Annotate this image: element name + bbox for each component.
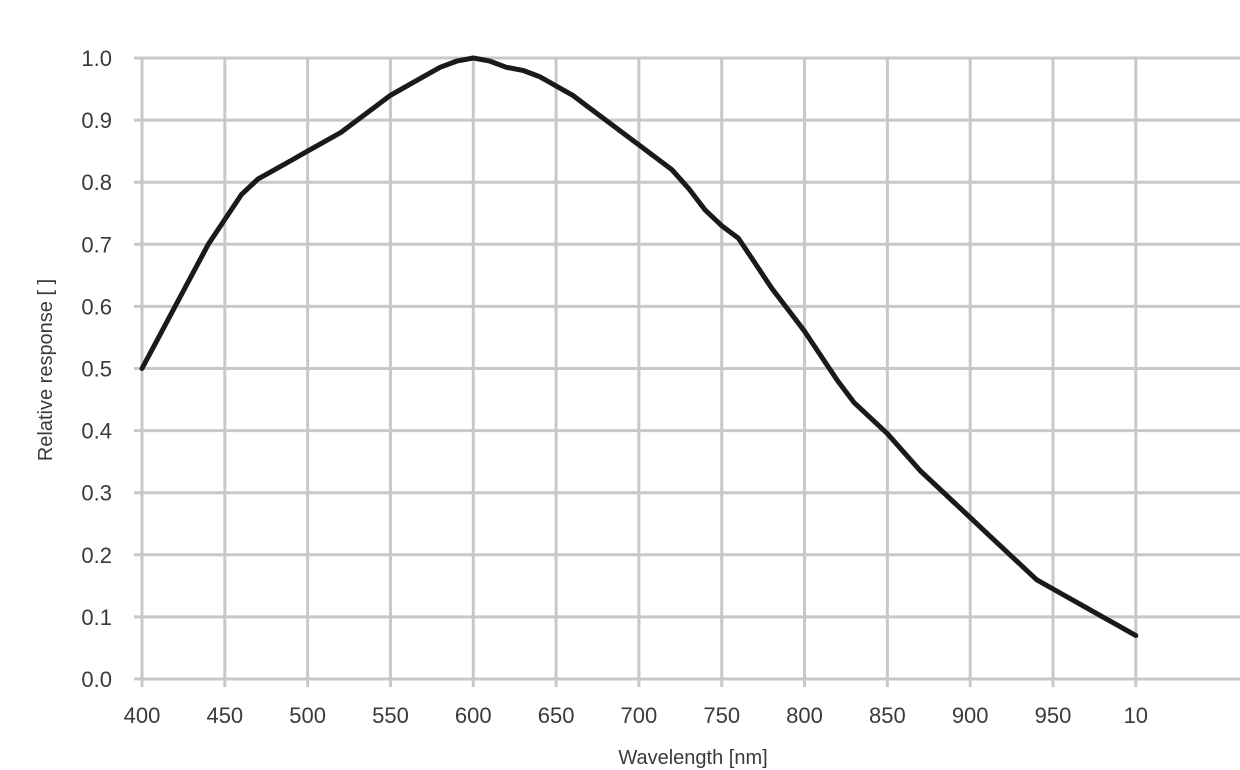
y-tick-label: 0.3 xyxy=(81,481,112,506)
y-tick-label: 0.9 xyxy=(81,108,112,133)
x-tick-label: 450 xyxy=(206,703,243,728)
x-tick-label: 800 xyxy=(786,703,823,728)
x-tick-label: 500 xyxy=(289,703,326,728)
series-group xyxy=(139,55,1139,638)
x-tick-label: 850 xyxy=(869,703,906,728)
y-axis-label: Relative response [ ] xyxy=(35,279,57,461)
y-tick-label: 0.7 xyxy=(81,232,112,257)
y-tick-label: 0.0 xyxy=(81,667,112,692)
y-tick-label: 0.8 xyxy=(81,170,112,195)
y-tick-label: 0.5 xyxy=(81,357,112,382)
x-tick-label: 700 xyxy=(621,703,658,728)
y-tick-label: 0.2 xyxy=(81,543,112,568)
x-tick-label: 650 xyxy=(538,703,575,728)
x-tick-labels: 400 450 500 550 600 650 700 750 800 850 900 950 10 xyxy=(124,703,1148,728)
y-tick-label: 0.1 xyxy=(81,605,112,630)
x-tick-label: 900 xyxy=(952,703,989,728)
x-tick-label: 10 xyxy=(1124,703,1148,728)
horizontal-gridlines xyxy=(134,56,1240,681)
x-tick-label: 600 xyxy=(455,703,492,728)
x-tick-label: 950 xyxy=(1035,703,1072,728)
x-tick-label: 400 xyxy=(124,703,161,728)
y-tick-label: 0.4 xyxy=(81,419,112,444)
x-axis-label: Wavelength [nm] xyxy=(618,747,767,769)
vertical-gridlines xyxy=(140,58,1138,687)
x-tick-label: 750 xyxy=(703,703,740,728)
x-tick-label: 550 xyxy=(372,703,409,728)
series-line-0 xyxy=(139,55,1139,638)
y-tick-label: 0.6 xyxy=(81,294,112,319)
y-tick-labels: 0.0 0.1 0.2 0.3 0.4 0.5 0.6 0.7 0.8 0.9 1.0 xyxy=(81,46,112,692)
y-tick-label: 1.0 xyxy=(81,46,112,71)
